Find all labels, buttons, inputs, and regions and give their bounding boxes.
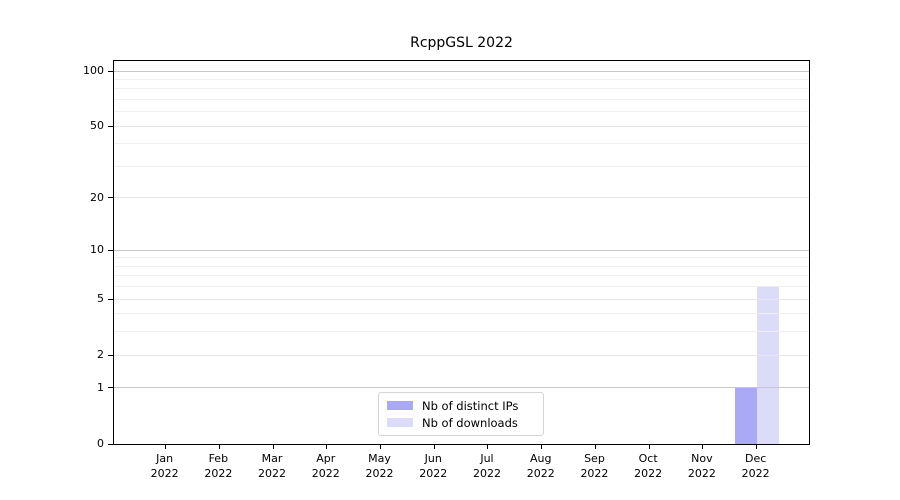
y-tick-mark bbox=[108, 298, 113, 300]
minor-gridline bbox=[114, 331, 809, 333]
chart-title: RcppGSL 2022 bbox=[410, 35, 513, 51]
plot-area bbox=[108, 60, 810, 449]
minor-gridline bbox=[114, 78, 809, 80]
major-gridline bbox=[114, 70, 809, 72]
y-tick-label: 1 bbox=[97, 380, 104, 394]
y-tick-label: 100 bbox=[83, 64, 104, 77]
x-tick-mark bbox=[380, 445, 382, 449]
x-tick-label: Dec 2022 bbox=[741, 452, 770, 480]
major-gridline bbox=[114, 249, 809, 251]
y-tick-mark bbox=[108, 125, 113, 127]
major-gridline bbox=[114, 298, 809, 300]
distinct-ips-swatch bbox=[387, 401, 413, 410]
x-tick-label: Jan 2022 bbox=[150, 452, 179, 480]
minor-gridline bbox=[114, 111, 809, 113]
x-tick-label: Oct 2022 bbox=[634, 452, 663, 480]
major-gridline bbox=[114, 197, 809, 199]
x-tick-label: Jun 2022 bbox=[419, 452, 448, 480]
legend-label: Nb of distinct IPs bbox=[422, 398, 519, 413]
x-tick-mark bbox=[433, 445, 435, 449]
x-tick-label: Sep 2022 bbox=[580, 452, 609, 480]
y-tick-mark bbox=[108, 249, 113, 251]
minor-gridline bbox=[114, 257, 809, 259]
y-tick-label: 50 bbox=[90, 119, 104, 133]
x-tick-label: Jul 2022 bbox=[472, 452, 501, 480]
x-tick-mark bbox=[594, 445, 596, 449]
y-tick-mark bbox=[108, 197, 113, 199]
x-tick-mark bbox=[218, 445, 220, 449]
x-tick-mark bbox=[165, 445, 167, 449]
y-tick-label: 10 bbox=[90, 243, 104, 257]
legend-label: Nb of downloads bbox=[422, 415, 518, 430]
x-tick-mark bbox=[272, 445, 274, 449]
bar-dec-2022-nb-of-distinct-ips bbox=[734, 387, 757, 444]
minor-gridline bbox=[114, 98, 809, 100]
x-tick-label: Feb 2022 bbox=[204, 452, 233, 480]
x-tick-mark bbox=[756, 445, 758, 449]
minor-gridline bbox=[114, 275, 809, 277]
y-tick-label: 5 bbox=[97, 292, 104, 306]
y-tick-label: 2 bbox=[97, 348, 104, 362]
minor-gridline bbox=[114, 313, 809, 315]
x-tick-label: Nov 2022 bbox=[687, 452, 716, 480]
x-tick-label: May 2022 bbox=[365, 452, 394, 480]
legend-item-distinct-ips: Nb of distinct IPs bbox=[387, 397, 543, 414]
x-tick-label: Apr 2022 bbox=[311, 452, 340, 480]
y-tick-mark bbox=[108, 387, 113, 389]
major-gridline bbox=[114, 354, 809, 356]
minor-gridline bbox=[114, 165, 809, 167]
x-tick-label: Aug 2022 bbox=[526, 452, 555, 480]
minor-gridline bbox=[114, 286, 809, 288]
y-tick-mark bbox=[108, 70, 113, 72]
minor-gridline bbox=[114, 143, 809, 145]
major-gridline bbox=[114, 387, 809, 389]
x-tick-mark bbox=[541, 445, 543, 449]
minor-gridline bbox=[114, 88, 809, 90]
x-tick-mark bbox=[326, 445, 328, 449]
y-tick-mark bbox=[108, 354, 113, 356]
y-tick-label: 0 bbox=[97, 437, 104, 450]
x-tick-mark bbox=[702, 445, 704, 449]
x-tick-mark bbox=[648, 445, 650, 449]
x-tick-label: Mar 2022 bbox=[258, 452, 287, 480]
y-tick-label: 20 bbox=[90, 190, 104, 204]
downloads-swatch bbox=[387, 418, 413, 427]
x-tick-mark bbox=[487, 445, 489, 449]
bar-dec-2022-nb-of-downloads bbox=[756, 286, 779, 444]
y-tick-mark bbox=[108, 443, 113, 445]
legend-item-downloads: Nb of downloads bbox=[387, 414, 543, 431]
minor-gridline bbox=[114, 265, 809, 267]
legend: Nb of distinct IPs Nb of downloads bbox=[378, 392, 544, 436]
major-gridline bbox=[114, 125, 809, 127]
